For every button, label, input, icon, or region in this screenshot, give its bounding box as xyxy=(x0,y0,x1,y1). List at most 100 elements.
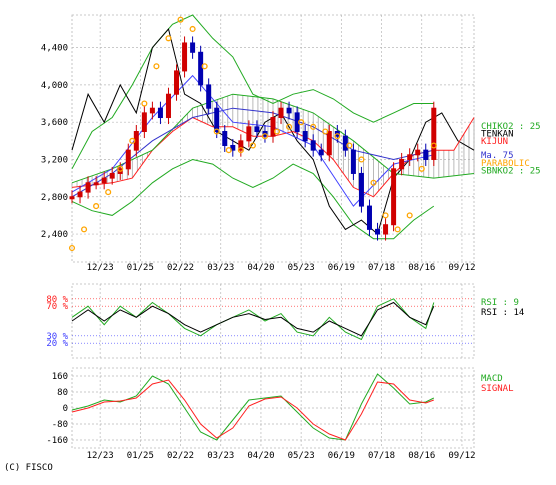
parabolic-dot xyxy=(249,142,256,149)
y-tick-label: 2,400 xyxy=(41,230,68,240)
parabolic-dot xyxy=(322,128,329,135)
candle-body xyxy=(350,149,356,174)
parabolic-dot xyxy=(225,147,232,154)
macd-tick-label: -160 xyxy=(46,436,68,446)
x-tick-label: 12/23 xyxy=(87,451,114,461)
macd-tick-label: 160 xyxy=(52,372,68,382)
y-tick-label: 4,400 xyxy=(41,44,68,54)
y-tick-label: 3,600 xyxy=(41,118,68,128)
candle-body xyxy=(157,107,163,119)
x-tick-label: 08/16 xyxy=(408,451,435,461)
axis-labels: 12/23 12/23 01/25 01/25 02/22 02/22 03/23 03/23… xyxy=(41,44,476,461)
rsi-panel xyxy=(71,298,435,341)
candle-body xyxy=(326,131,332,156)
parabolic-dot xyxy=(68,244,76,252)
rsi-tick-label: 70 % xyxy=(46,302,68,312)
ichimoku-cloud xyxy=(71,94,475,197)
parabolic-dot xyxy=(430,142,437,149)
parabolic-dot xyxy=(93,203,100,210)
candle-body xyxy=(431,107,437,160)
candle-body xyxy=(254,126,260,133)
macd-legend: MACD xyxy=(481,374,503,384)
legend-ma: Ma. 75 xyxy=(481,151,514,161)
parabolic-dot xyxy=(81,226,88,233)
candle-body xyxy=(109,172,115,179)
parabolic-dot xyxy=(394,226,401,233)
parabolic-dot xyxy=(153,63,160,70)
y-tick-label: 4,000 xyxy=(41,81,68,91)
rsi-tick-label: 20 % xyxy=(46,339,68,349)
rsi-legend-14: RSI : 14 xyxy=(481,308,524,318)
copyright-text: (C) FISCO xyxy=(4,463,53,473)
legend-sbnko2: SBNKO2 : 25 xyxy=(481,167,541,177)
parabolic-dot xyxy=(382,212,389,219)
price-panel xyxy=(68,14,475,252)
x-tick-label: 01/25 xyxy=(127,451,154,461)
parabolic-dot xyxy=(201,63,208,70)
parabolic-dot xyxy=(358,156,365,163)
rsi-tick-label: 30 % xyxy=(46,332,68,342)
x-tick-label: 03/23 xyxy=(207,451,234,461)
parabolic-dot xyxy=(189,25,196,33)
parabolic-dot xyxy=(418,165,425,172)
signal-legend: SIGNAL xyxy=(481,384,514,394)
candle-body xyxy=(270,117,276,137)
parabolic-dot xyxy=(237,147,244,154)
candle-body xyxy=(391,168,397,226)
sbnko-line xyxy=(71,93,475,184)
x-tick-label: 02/22 xyxy=(167,263,194,273)
macd-tick-label: 80 xyxy=(57,388,68,398)
rsi-14-line xyxy=(71,301,435,337)
parabolic-dot xyxy=(298,119,305,126)
candle-body xyxy=(423,149,429,160)
parabolic-dot xyxy=(141,100,148,107)
candle-body xyxy=(407,154,413,160)
macd-panel xyxy=(71,373,435,441)
candle-body xyxy=(69,196,75,200)
candle-body xyxy=(366,205,372,230)
candle-body xyxy=(222,131,228,146)
bollinger-upper-line xyxy=(71,14,434,170)
parabolic-dot xyxy=(117,165,124,172)
candle-body xyxy=(182,42,188,72)
candle-body xyxy=(198,51,204,86)
candle-body xyxy=(415,149,421,156)
rsi-tick-label: 80 % xyxy=(46,295,68,305)
x-tick-label: 07/18 xyxy=(368,451,395,461)
y-tick-label: 2,800 xyxy=(41,193,68,203)
x-tick-label: 01/25 xyxy=(127,263,154,273)
candle-body xyxy=(310,140,316,151)
parabolic-dot xyxy=(213,128,220,135)
candle-body xyxy=(399,158,405,170)
candle-body xyxy=(238,140,244,151)
ma75-line xyxy=(71,107,434,198)
legend-kijun: KIJUN xyxy=(481,137,508,147)
candle-body xyxy=(93,182,99,186)
parabolic-dot xyxy=(334,133,341,140)
parabolic-dot xyxy=(165,35,172,42)
legend-chiko2: CHIKO2 : 25 xyxy=(481,122,541,132)
candle-body xyxy=(358,172,364,207)
candle-body xyxy=(149,107,155,114)
parabolic-dot xyxy=(273,128,281,135)
macd-line xyxy=(71,373,435,441)
x-tick-label: 04/20 xyxy=(247,263,274,273)
candle-body xyxy=(302,131,308,142)
parabolic-dot xyxy=(261,133,269,140)
parabolic-dot xyxy=(177,16,184,23)
x-tick-label: 07/18 xyxy=(368,263,395,273)
rsi-9-line xyxy=(71,298,435,341)
parabolic-dot xyxy=(129,137,136,144)
candle-body xyxy=(318,149,324,156)
x-tick-label: 05/23 xyxy=(288,263,315,273)
parabolic-dot xyxy=(105,189,112,196)
candle-body xyxy=(278,107,284,119)
candle-body xyxy=(141,112,147,133)
candle-body xyxy=(165,93,171,119)
parabolic-dot xyxy=(370,179,377,186)
x-tick-label: 09/12 xyxy=(448,451,475,461)
candle-body xyxy=(342,135,348,151)
x-tick-label: 09/12 xyxy=(448,263,475,273)
